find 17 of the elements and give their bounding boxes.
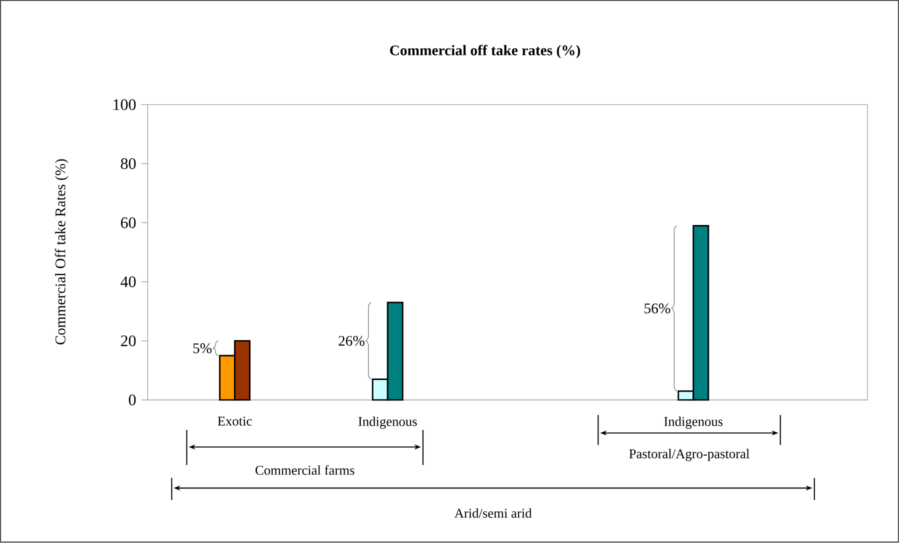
annotation: 26% bbox=[338, 336, 364, 346]
y-tick-label: 80 bbox=[120, 158, 136, 170]
annotation: 56% bbox=[644, 304, 670, 314]
text: Pastoral/Agro-pastoral bbox=[629, 449, 750, 462]
text: Commercial farms bbox=[256, 465, 354, 475]
y-tick-label: 0 bbox=[128, 394, 136, 406]
y-tick-label: 40 bbox=[120, 276, 136, 288]
text: Arid/semi arid bbox=[454, 508, 532, 518]
x-tick-label: Exotic bbox=[218, 416, 252, 426]
x-tick-label: Indigenous bbox=[358, 416, 417, 430]
y-tick-label: 100 bbox=[114, 99, 136, 110]
y-tick-label: 20 bbox=[120, 336, 136, 346]
annotation: 5% bbox=[193, 343, 212, 354]
y-tick-label: 60 bbox=[120, 218, 136, 228]
x-tick-label: Indigenous bbox=[664, 416, 723, 430]
chart-title: Commercial off take rates (%) bbox=[390, 45, 580, 58]
y-axis-title: Commercial Off take Rates (%) bbox=[54, 159, 68, 345]
